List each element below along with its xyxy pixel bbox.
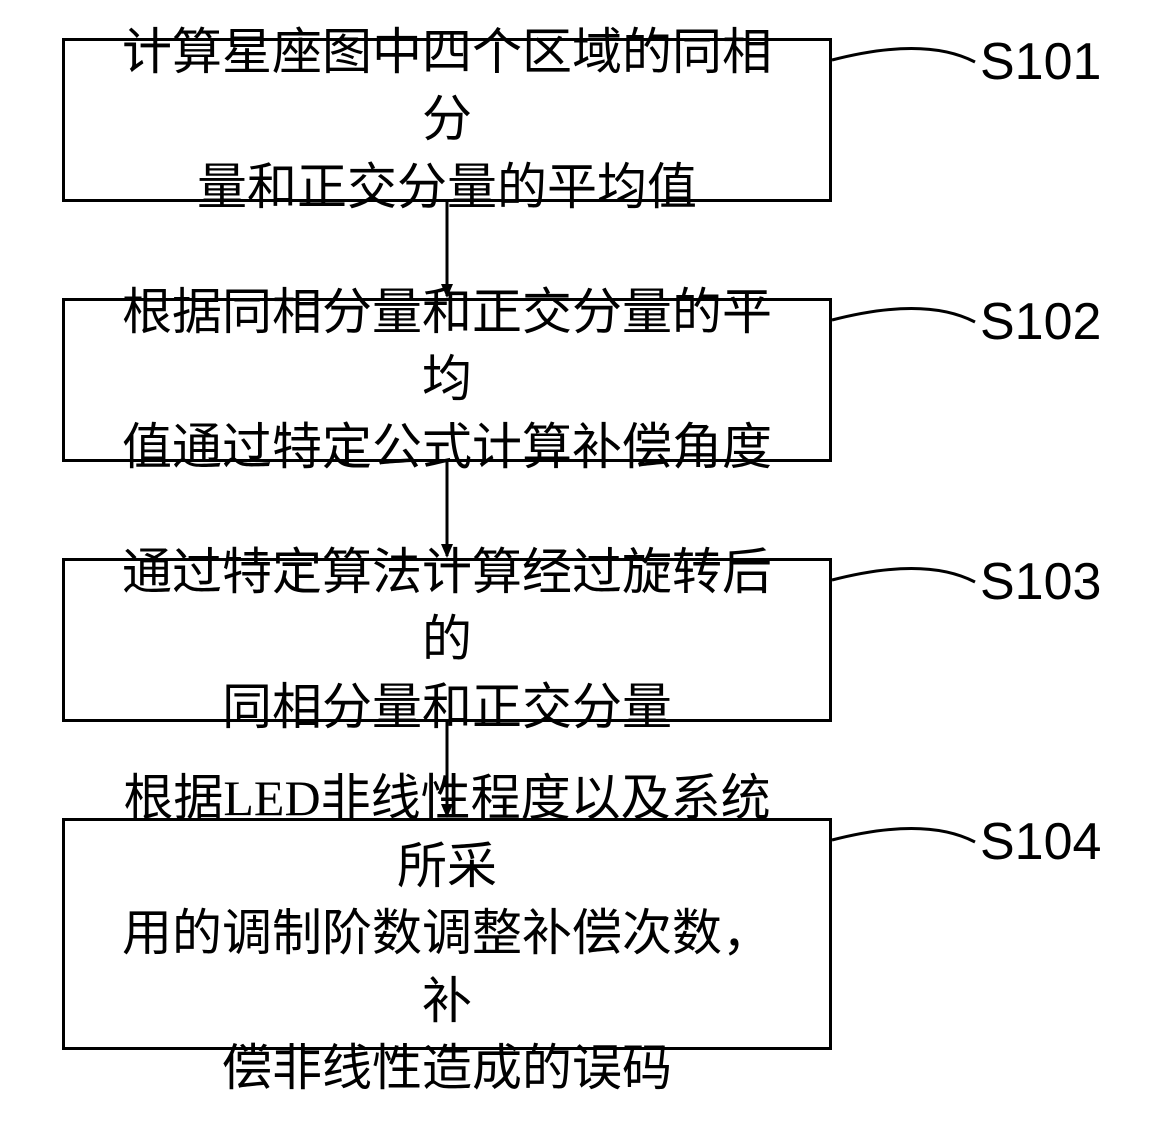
flowchart-node-1: 计算星座图中四个区域的同相分 量和正交分量的平均值	[62, 38, 832, 202]
flowchart-node-3: 通过特定算法计算经过旋转后的 同相分量和正交分量	[62, 558, 832, 722]
step-label-1: S101	[980, 32, 1101, 92]
step-label-2: S102	[980, 292, 1101, 352]
leader-4	[832, 828, 975, 842]
flowchart-node-4-text: 根据LED非线性程度以及系统所采 用的调制阶数调整补偿次数，补 偿非线性造成的误…	[101, 765, 793, 1103]
step-label-4: S104	[980, 812, 1101, 872]
leader-2	[832, 308, 975, 322]
flowchart-node-3-text: 通过特定算法计算经过旋转后的 同相分量和正交分量	[101, 539, 793, 742]
leader-1	[832, 48, 975, 62]
leader-3	[832, 568, 975, 582]
flowchart-node-1-text: 计算星座图中四个区域的同相分 量和正交分量的平均值	[101, 19, 793, 222]
flowchart-node-2-text: 根据同相分量和正交分量的平均 值通过特定公式计算补偿角度	[101, 279, 793, 482]
flowchart-node-2: 根据同相分量和正交分量的平均 值通过特定公式计算补偿角度	[62, 298, 832, 462]
step-label-3: S103	[980, 552, 1101, 612]
flowchart-node-4: 根据LED非线性程度以及系统所采 用的调制阶数调整补偿次数，补 偿非线性造成的误…	[62, 818, 832, 1050]
flowchart-canvas: 计算星座图中四个区域的同相分 量和正交分量的平均值 根据同相分量和正交分量的平均…	[0, 0, 1156, 1127]
